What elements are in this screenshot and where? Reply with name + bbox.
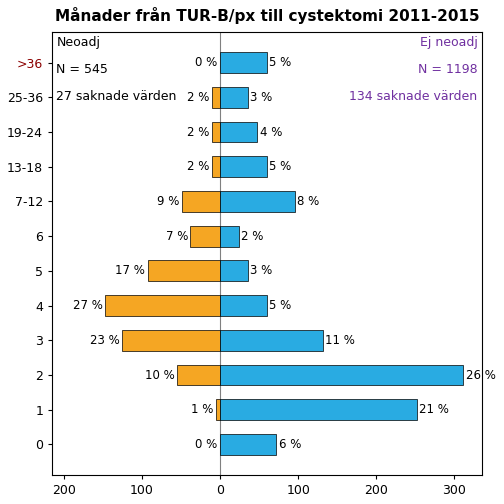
Text: 21 %: 21 % — [419, 403, 449, 416]
Bar — [216, 399, 220, 420]
Text: Neoadj: Neoadj — [56, 36, 100, 49]
Text: 134 saknade värden: 134 saknade värden — [349, 90, 477, 103]
Bar — [105, 295, 220, 316]
Text: 8 %: 8 % — [297, 195, 320, 208]
Bar — [182, 191, 220, 212]
Text: 3 %: 3 % — [250, 265, 273, 277]
Text: N = 545: N = 545 — [56, 63, 108, 76]
Bar — [177, 364, 220, 386]
Text: 1 %: 1 % — [191, 403, 214, 416]
Bar — [220, 261, 248, 281]
Text: 2 %: 2 % — [187, 91, 209, 104]
Text: Ej neoadj: Ej neoadj — [420, 36, 477, 49]
Text: 2 %: 2 % — [187, 160, 209, 173]
Text: 9 %: 9 % — [157, 195, 179, 208]
Text: 2 %: 2 % — [241, 230, 264, 243]
Text: 5 %: 5 % — [269, 56, 291, 69]
Bar — [220, 399, 417, 420]
Bar — [212, 87, 220, 108]
Bar — [122, 330, 220, 351]
Bar — [220, 191, 295, 212]
Bar — [220, 52, 267, 73]
Text: 26 %: 26 % — [466, 368, 495, 382]
Bar — [220, 434, 276, 455]
Bar — [148, 261, 220, 281]
Text: 11 %: 11 % — [326, 334, 355, 347]
Bar — [220, 87, 248, 108]
Bar — [190, 226, 220, 246]
Bar — [212, 156, 220, 177]
Text: 4 %: 4 % — [260, 125, 282, 139]
Text: N = 1198: N = 1198 — [418, 63, 477, 76]
Text: 0 %: 0 % — [196, 56, 218, 69]
Bar — [220, 295, 267, 316]
Title: Månader från TUR-B/px till cystektomi 2011-2015: Månader från TUR-B/px till cystektomi 20… — [54, 7, 479, 24]
Text: 6 %: 6 % — [279, 438, 301, 451]
Bar — [212, 121, 220, 143]
Text: 23 %: 23 % — [90, 334, 120, 347]
Text: 0 %: 0 % — [196, 438, 218, 451]
Text: 7 %: 7 % — [165, 230, 188, 243]
Bar — [220, 226, 239, 246]
Text: 2 %: 2 % — [187, 125, 209, 139]
Text: 10 %: 10 % — [145, 368, 175, 382]
Text: 17 %: 17 % — [115, 265, 145, 277]
Bar — [220, 364, 463, 386]
Bar — [220, 330, 323, 351]
Text: 5 %: 5 % — [269, 160, 291, 173]
Text: 27 %: 27 % — [73, 299, 103, 312]
Text: 3 %: 3 % — [250, 91, 273, 104]
Text: 27 saknade värden: 27 saknade värden — [56, 90, 177, 103]
Bar — [220, 156, 267, 177]
Bar — [220, 121, 258, 143]
Text: 5 %: 5 % — [269, 299, 291, 312]
